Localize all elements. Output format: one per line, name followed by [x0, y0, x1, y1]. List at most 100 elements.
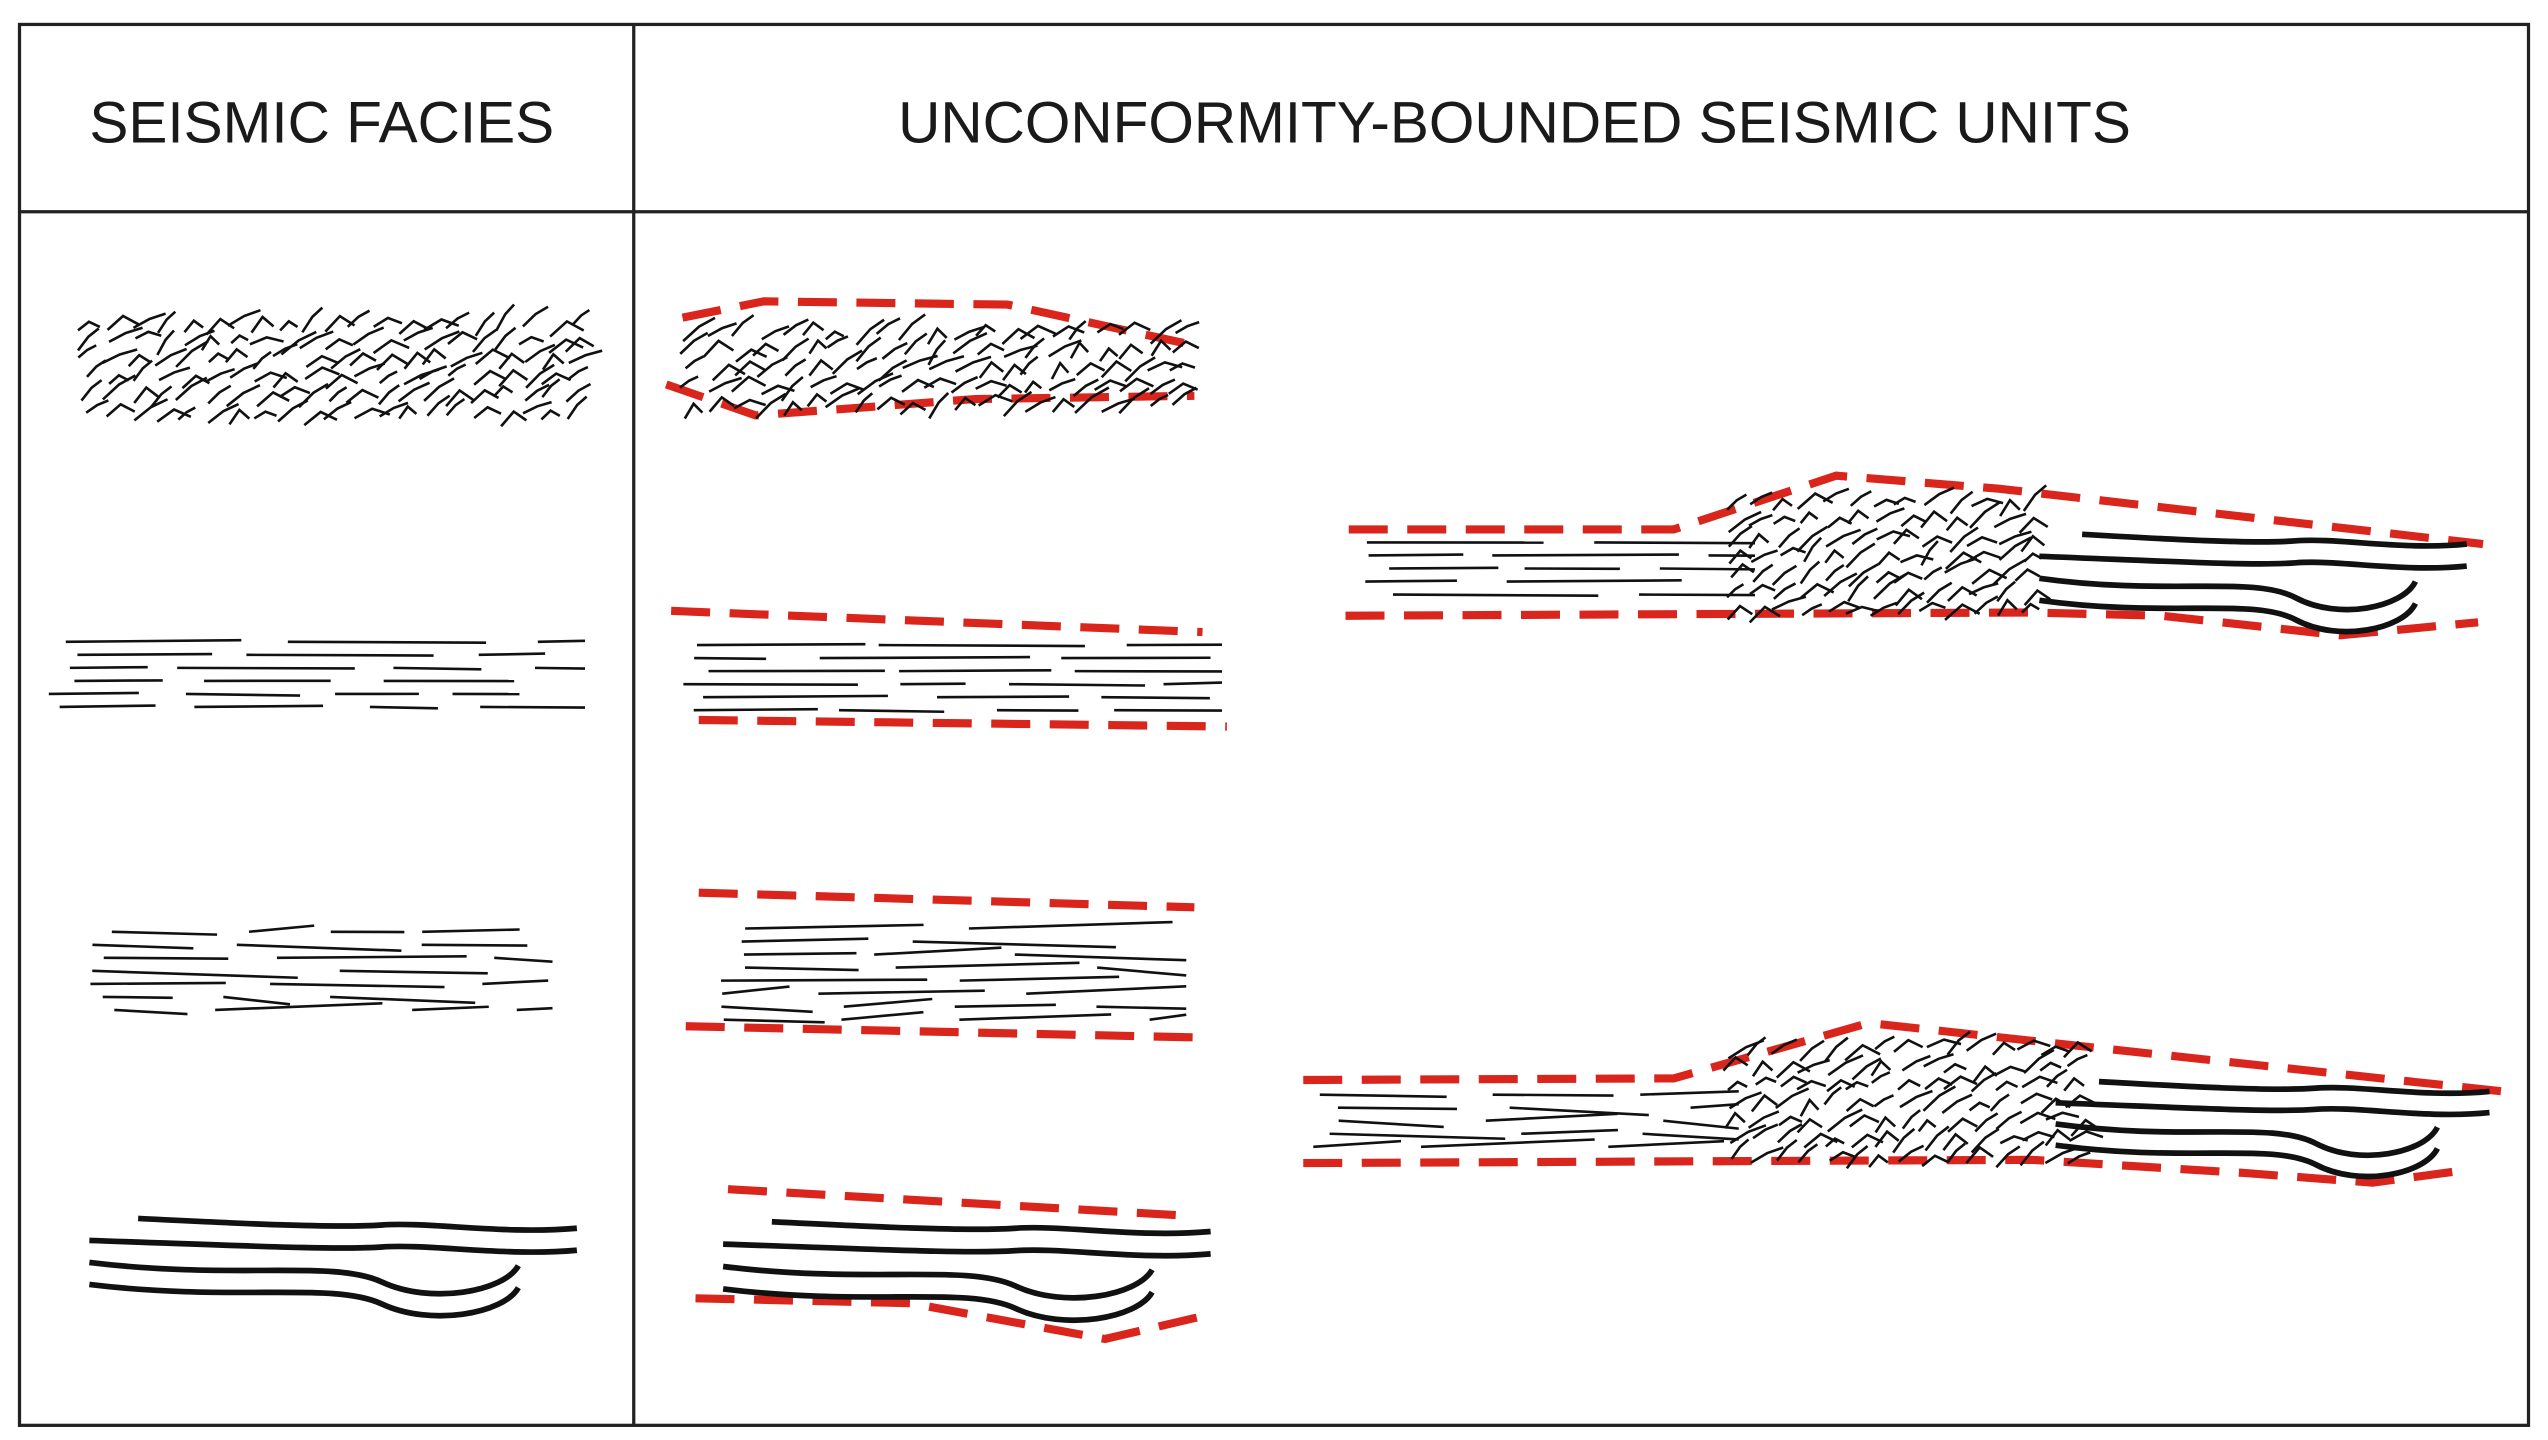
chaotic-reflector — [1969, 501, 2001, 529]
chaotic-reflector — [500, 409, 528, 428]
chaotic-reflector — [1921, 535, 1953, 548]
parallel-reflector — [103, 956, 229, 960]
chaotic-reflector — [2045, 1068, 2068, 1088]
parallel-reflector — [1642, 1132, 1739, 1141]
chaotic-reflector — [707, 322, 737, 338]
chaotic-reflector — [473, 405, 502, 420]
chaotic-reflector — [1971, 497, 2004, 508]
chaotic-reflector — [927, 339, 947, 366]
chaotic-reflector — [398, 319, 429, 335]
parallel-reflector — [1338, 1119, 1444, 1129]
chaotic-reflector — [253, 410, 277, 420]
chaotic-reflector — [1970, 1072, 1997, 1093]
parallel-reflector — [818, 989, 985, 995]
chaotic-reflector — [1751, 1059, 1774, 1077]
parallel-reflector — [745, 966, 859, 972]
parallel-reflector — [114, 1008, 188, 1016]
chaotic-reflector — [978, 360, 1005, 379]
chaotic-reflector — [1923, 566, 1943, 581]
parallel-reflector — [959, 1013, 1112, 1022]
chaotic-reflector — [856, 357, 878, 371]
chaotic-reflector — [1797, 1143, 1819, 1164]
chaotic-reflector — [101, 348, 138, 365]
parallel-reflector — [215, 1001, 383, 1012]
thick-reflector — [2081, 531, 2468, 549]
parallel-reflector — [1337, 1106, 1458, 1111]
chaotic-reflector — [1993, 512, 2027, 529]
chaotic-reflector — [1847, 575, 1869, 603]
chaotic-reflector — [397, 381, 431, 403]
chaotic-reflector — [1874, 1115, 1897, 1134]
chaotic-reflector — [1726, 604, 1754, 621]
thick-reflector — [722, 1263, 1155, 1301]
chaotic-reflector — [471, 328, 498, 353]
chaotic-reflector — [208, 351, 229, 364]
chaotic-reflector — [1778, 1115, 1803, 1127]
chaotic-reflector — [1174, 320, 1200, 335]
chaotic-reflector — [1101, 397, 1136, 413]
chaotic-reflector — [1965, 1032, 1997, 1052]
parallel-reflector — [482, 979, 549, 986]
chaotic-reflector — [77, 320, 101, 332]
chaotic-reflector — [541, 352, 565, 371]
chaotic-reflector — [108, 373, 130, 385]
chaotic-reflector — [1901, 1054, 1931, 1072]
chaotic-reflector — [1728, 1091, 1762, 1110]
chaotic-reflector — [1098, 346, 1119, 362]
parallel-reflector — [369, 705, 438, 710]
chaotic-reflector — [1797, 1058, 1831, 1074]
chaotic-reflector — [548, 338, 584, 354]
chaotic-reflector — [1949, 490, 1974, 515]
chaotic-reflector — [2016, 1039, 2051, 1051]
chaotic-reflector — [1722, 1055, 1749, 1072]
chaotic-reflector — [279, 385, 311, 399]
chaotic-reflector — [252, 350, 272, 370]
chaotic-reflector — [1727, 524, 1753, 548]
chaotic-reflector — [881, 341, 908, 360]
chaotic-reflector — [1966, 535, 1998, 548]
unconformity — [698, 888, 1195, 912]
chaotic-reflector — [229, 362, 259, 379]
chaotic-reflector — [177, 406, 196, 421]
thick-reflector — [2055, 1121, 2440, 1159]
chaotic-reflector — [1069, 340, 1090, 359]
parallel-reflector — [92, 969, 298, 980]
chaotic-reflector — [761, 325, 790, 341]
chaotic-reflector — [1149, 319, 1183, 345]
chaotic-reflector — [1845, 1145, 1869, 1170]
chaotic-reflector — [1774, 1087, 1810, 1110]
chaotic-reflector — [1772, 515, 1796, 525]
chaotic-reflector — [1823, 1086, 1842, 1106]
chaotic-reflector — [1730, 562, 1755, 579]
chaotic-reflector — [1118, 343, 1144, 360]
parallel-reflector — [721, 1005, 813, 1014]
chaotic-reflector — [806, 392, 828, 408]
chaotic-reflector — [1050, 360, 1070, 380]
chaotic-reflector — [181, 374, 211, 390]
chaotic-reflector — [2021, 602, 2040, 614]
chaotic-reflector — [1749, 491, 1773, 506]
chaotic-reflector — [952, 332, 988, 355]
chaotic-reflector — [1048, 339, 1082, 358]
thick-reflector — [137, 1215, 578, 1233]
parallel-reflector — [330, 995, 476, 1005]
chaotic-reflector — [1750, 1093, 1778, 1113]
chaotic-reflector — [1874, 1129, 1900, 1148]
parallel-reflector — [1009, 682, 1146, 687]
chaotic-reflector — [975, 379, 1007, 390]
chaotic-reflector — [352, 326, 385, 346]
chaotic-reflector — [324, 314, 356, 333]
chaotic-reflector — [1002, 390, 1033, 417]
chaotic-reflector — [1920, 509, 1948, 529]
chaotic-reflector — [1871, 1071, 1891, 1084]
chaotic-reflector — [156, 310, 177, 334]
parallel-reflector — [1521, 1128, 1618, 1136]
chaotic-reflector — [875, 317, 901, 335]
chaotic-reflector — [783, 400, 803, 417]
chaotic-reflector — [1048, 377, 1076, 392]
chaotic-reflector — [1870, 1059, 1892, 1077]
chaotic-reflector — [373, 316, 403, 328]
chaotic-reflector — [1796, 492, 1834, 510]
chaotic-reflector — [1752, 1123, 1779, 1140]
chaotic-reflector — [780, 376, 804, 402]
